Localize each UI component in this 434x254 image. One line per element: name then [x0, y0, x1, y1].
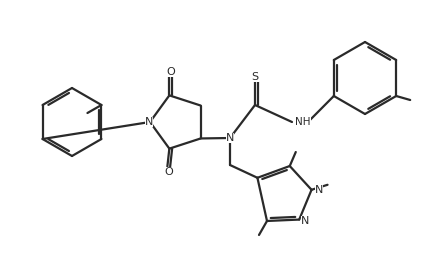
Text: NH: NH: [295, 117, 310, 127]
Text: O: O: [164, 167, 173, 177]
Text: N: N: [315, 185, 323, 195]
Text: N: N: [145, 117, 153, 127]
Text: S: S: [251, 72, 259, 82]
Text: O: O: [166, 67, 175, 77]
Text: N: N: [301, 216, 309, 226]
Text: N: N: [226, 133, 234, 143]
